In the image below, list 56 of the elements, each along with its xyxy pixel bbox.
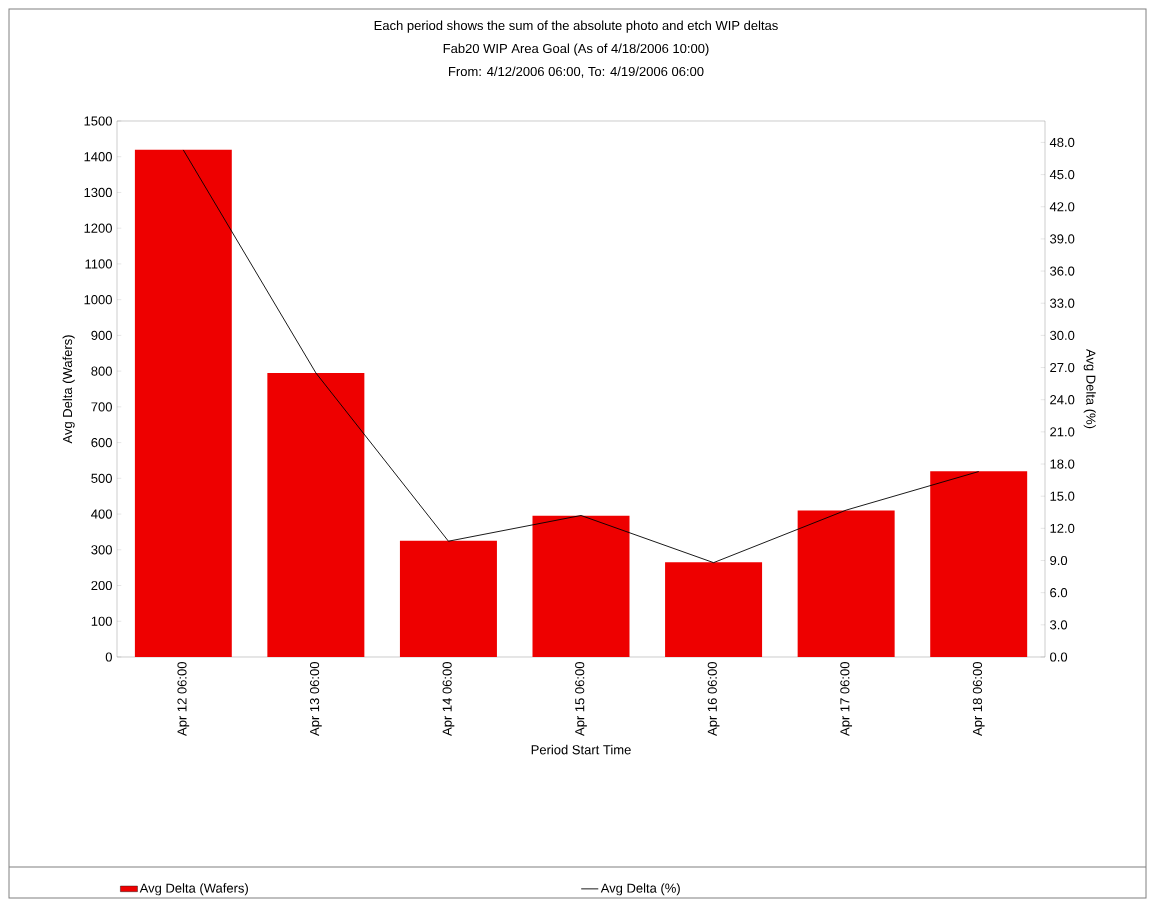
y-tick-label: 1300 (84, 187, 112, 198)
y-tick-label: 500 (91, 473, 112, 483)
bar (399, 540, 497, 657)
x-axis-title: Period Start Time (531, 744, 631, 755)
y2-tick-label: 15.0 (1050, 491, 1075, 501)
y-tick-label: 1200 (84, 223, 112, 233)
legend-label: Avg Delta (%) (600, 883, 680, 896)
y-tick-label: 200 (91, 580, 112, 591)
y-tick-label: 1400 (84, 152, 112, 162)
y2-tick-label: 42.0 (1049, 202, 1075, 212)
x-tick-label: Apr 13 06:00 (309, 662, 322, 736)
y-tick-label: 1500 (84, 116, 112, 126)
y2-axis-title: Avg Delta (%) (1083, 349, 1096, 429)
bar (930, 471, 1028, 657)
y2-tick-label: 30.0 (1050, 330, 1075, 340)
chart-title: Each period shows the sum of the absolute photo and etch WIP deltas (374, 20, 778, 33)
line-series (182, 149, 980, 564)
x-tick-label: Apr 18 06:00 (972, 662, 985, 736)
x-tick-label: Apr 16 06:00 (707, 662, 720, 736)
y-tick-label: 900 (91, 330, 112, 340)
y-tick-label: 800 (91, 366, 112, 376)
y2-tick-label: 6.0 (1050, 588, 1068, 598)
legend-label: Avg Delta (Wafers) (139, 883, 248, 896)
y2-tick-label: 48.0 (1049, 137, 1075, 148)
x-tick-label: Apr 15 06:00 (575, 662, 587, 736)
y2-tick-label: 12.0 (1050, 523, 1075, 533)
y2-tick-label: 21.0 (1050, 427, 1075, 437)
y2-tick-label: 24.0 (1050, 395, 1075, 405)
bar (267, 372, 365, 657)
y-axis-title: Avg Delta (Wafers) (62, 335, 75, 444)
y-tick-label: 1100 (85, 259, 112, 269)
bar (134, 149, 232, 657)
y2-tick-label: 36.0 (1050, 266, 1075, 276)
y2-tick-label: 33.0 (1050, 298, 1075, 308)
y-tick-label: 600 (91, 437, 112, 448)
y-tick-label: 0 (105, 652, 112, 662)
y-tick-label: 1000 (84, 295, 112, 305)
text: From: 4/12/2006 06:00, To: 4/19/2006 06:00 (449, 66, 704, 78)
x-tick-label: Apr 14 06:00 (442, 662, 455, 736)
y2-tick-label: 0.0 (1050, 652, 1068, 662)
y-tick-label: 400 (91, 509, 112, 519)
x-tick-label: Apr 12 06:00 (177, 662, 190, 736)
y-tick-label: 700 (91, 402, 112, 412)
y2-tick-label: 39.0 (1050, 234, 1075, 244)
bar (797, 510, 895, 657)
y-tick-label: 300 (91, 545, 112, 555)
x-tick-label: Apr 17 06:00 (840, 662, 853, 736)
y2-tick-label: 9.0 (1050, 555, 1068, 566)
y2-tick-label: 27.0 (1050, 362, 1075, 373)
chart-subtitle: Fab20 WIP Area Goal (As of 4/18/2006 10:00) (443, 43, 709, 56)
bar (665, 562, 763, 657)
y2-tick-label: 3.0 (1050, 620, 1068, 630)
y2-tick-label: 45.0 (1049, 169, 1075, 180)
bar (532, 515, 630, 657)
y2-tick-label: 18.0 (1050, 459, 1075, 469)
y-tick-label: 100 (91, 616, 112, 626)
